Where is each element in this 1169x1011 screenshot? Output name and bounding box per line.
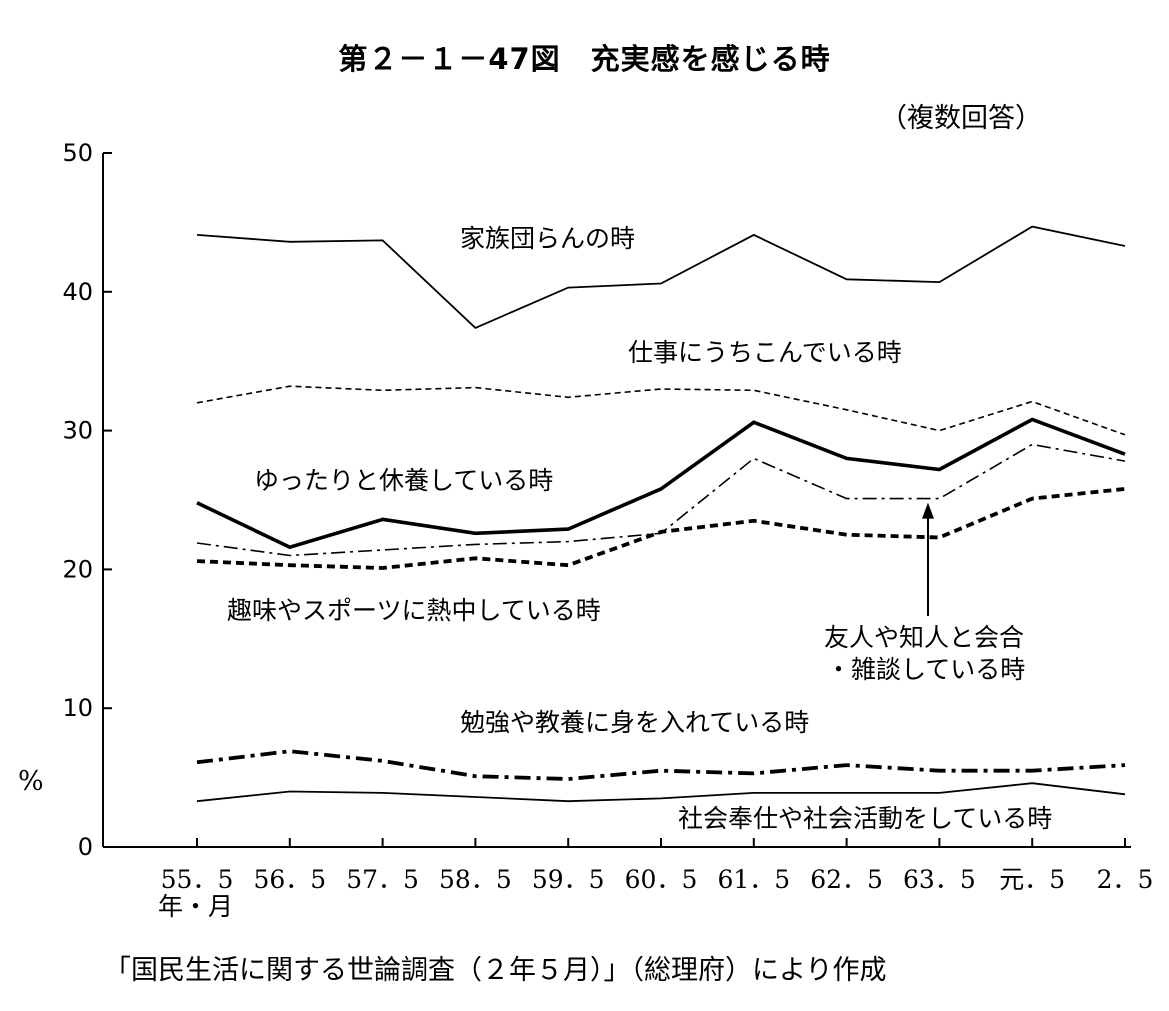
callout-arrow-head [922, 502, 934, 519]
x-tick-label: 63．5 [903, 865, 976, 894]
series-label-4: 友人や知人と会合・雑談している時 [824, 623, 1025, 684]
series-label-5: 趣味やスポーツに熱中している時 [227, 596, 601, 625]
x-tick-label: 55．5 [161, 865, 234, 894]
series-label-6: 勉強や教養に身を入れている時 [460, 708, 809, 737]
series-line-1 [196, 225, 1126, 329]
x-tick-label: 56．5 [253, 865, 326, 894]
series-label-4-line2: ・雑談している時 [826, 655, 1025, 684]
x-tick-label: 58．5 [439, 865, 512, 894]
x-tick-label: 元．5 [999, 865, 1065, 894]
y-axis-unit: % [18, 766, 44, 797]
series-line-5 [196, 487, 1126, 570]
x-tick-label: 2．5 [1097, 865, 1154, 894]
y-tick-label: 40 [62, 278, 93, 306]
chart-subtitle: （複数回答） [880, 103, 1042, 134]
series-line-6 [196, 749, 1126, 781]
series-label-7: 社会奉仕や社会活動をしている時 [678, 804, 1052, 833]
x-tick-label: 57．5 [346, 865, 419, 894]
y-tick-label: 10 [62, 694, 93, 722]
series-label-1: 家族団らんの時 [460, 224, 635, 253]
series-label-4-line1: 友人や知人と会合 [824, 623, 1024, 652]
y-tick-label: 0 [78, 833, 93, 861]
x-tick-label: 60．5 [625, 865, 698, 894]
x-axis-period-label: 年・月 [158, 892, 234, 921]
source-note: 「国民生活に関する世論調査（２年５月）」（総理府）により作成 [104, 955, 887, 986]
series-line-2 [196, 385, 1126, 436]
x-tick-label: 62．5 [810, 865, 883, 894]
x-tick-label: 59．5 [532, 865, 605, 894]
y-tick-label: 20 [62, 555, 93, 583]
series-label-3: ゆったりと休養している時 [254, 466, 553, 495]
series-line-3 [196, 417, 1126, 550]
y-tick-label: 50 [62, 139, 93, 167]
y-tick-label: 30 [62, 417, 93, 445]
series-line-7 [196, 782, 1126, 803]
series-line-4 [196, 443, 1126, 557]
page-title: 第２－１－47図 充実感を感じる時 [338, 42, 831, 76]
series-label-2: 仕事にうちこんでいる時 [628, 338, 902, 367]
x-tick-label: 61．5 [717, 865, 790, 894]
